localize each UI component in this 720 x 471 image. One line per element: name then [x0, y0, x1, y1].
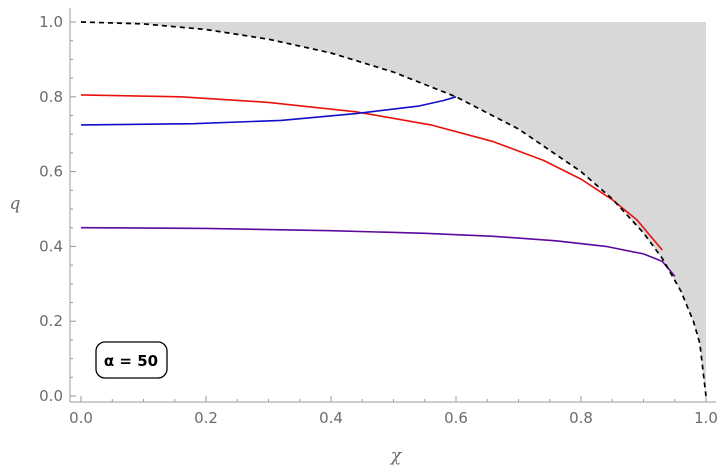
y-tick-label: 0.8 [39, 88, 63, 106]
annotation-label: α = 50 [104, 352, 158, 370]
y-tick-label: 1.0 [39, 13, 63, 31]
series-layer [80, 21, 707, 397]
x-axis-label: χ [390, 446, 403, 466]
series-line-red [80, 94, 663, 251]
y-tick-label: 0.6 [39, 163, 63, 181]
series-line-purple [80, 226, 676, 277]
y-tick-label: 0.0 [39, 387, 63, 405]
annotation-frame [95, 341, 168, 379]
y-tick-label: 0.4 [39, 237, 63, 255]
x-tick-label: 0.4 [319, 409, 343, 427]
x-tick-label: 1.0 [694, 409, 718, 427]
annotation-box: α = 50 [95, 341, 168, 379]
excluded-region-layer [81, 22, 706, 396]
x-tick-label: 0.0 [69, 409, 93, 427]
series-line-bound [80, 21, 707, 397]
excluded-region [81, 22, 706, 396]
x-tick-label: 0.8 [569, 409, 593, 427]
y-axis-label: q [10, 194, 21, 214]
y-tick-label: 0.2 [39, 312, 63, 330]
series-line-blue [80, 96, 457, 126]
x-tick-label: 0.2 [194, 409, 218, 427]
ticks-layer: 0.0 0.2 0.4 0.6 0.8 1.0 0.0 0.2 0.4 0.6 0.8 1.0 [39, 13, 718, 427]
x-tick-label: 0.6 [444, 409, 468, 427]
